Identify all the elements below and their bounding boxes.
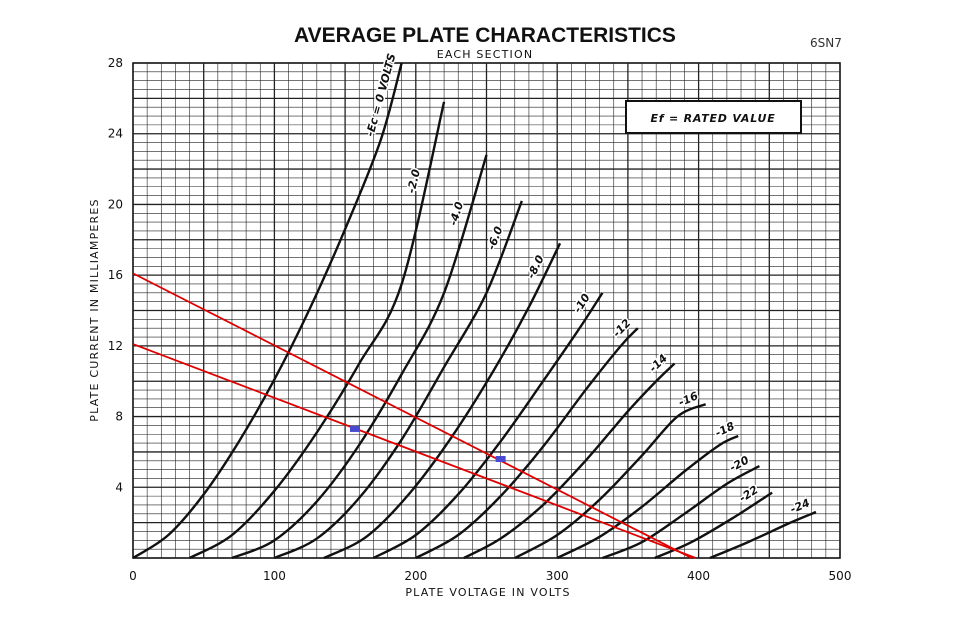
- curve-12: [709, 510, 817, 560]
- y-tick-label-0: 4: [115, 480, 123, 494]
- curve-1: [188, 101, 446, 560]
- curve-2: [231, 154, 488, 560]
- operating-point-0: [349, 425, 360, 432]
- annotation-box: Ef = RATED VALUE: [625, 100, 802, 134]
- x-tick-label-3: 300: [546, 569, 569, 583]
- tube-id-label: 6SN7: [810, 36, 842, 50]
- x-tick-label-2: 200: [404, 569, 427, 583]
- y-tick-label-1: 8: [115, 410, 123, 424]
- curve-4: [323, 242, 562, 560]
- curve-5: [372, 292, 604, 560]
- load-line-0: [132, 272, 692, 559]
- chart-subtitle: EACH SECTION: [437, 48, 534, 61]
- curve-7: [463, 362, 676, 560]
- curve-11: [654, 491, 773, 560]
- x-tick-label-1: 100: [263, 569, 286, 583]
- y-tick-label-4: 20: [108, 197, 123, 211]
- y-tick-label-3: 16: [108, 268, 123, 282]
- y-tick-label-6: 28: [108, 56, 123, 70]
- curve-8: [514, 403, 707, 560]
- x-axis-label: PLATE VOLTAGE IN VOLTS: [405, 586, 570, 599]
- y-tick-label-5: 24: [108, 127, 123, 141]
- characteristic-curves: [132, 62, 817, 560]
- chart-title: AVERAGE PLATE CHARACTERISTICS: [294, 24, 676, 47]
- load-line-1: [132, 343, 697, 559]
- x-tick-label-0: 0: [129, 569, 137, 583]
- load-lines: [132, 272, 697, 559]
- x-tick-label-5: 500: [829, 569, 852, 583]
- x-tick-label-4: 400: [687, 569, 710, 583]
- y-axis-label: PLATE CURRENT IN MILLIAMPERES: [88, 198, 101, 421]
- annotation-box-text: Ef = RATED VALUE: [650, 112, 775, 125]
- curve-3: [273, 200, 523, 560]
- chart-grid: [132, 62, 841, 559]
- y-tick-label-2: 12: [108, 339, 123, 353]
- curve-6: [415, 327, 639, 560]
- operating-points: [349, 425, 506, 462]
- axis-ticks: 0 100 200 300 400 500 4 8 12 16 20 24 28: [108, 56, 852, 583]
- curve-0: [132, 62, 403, 560]
- curve-9: [556, 434, 739, 560]
- operating-point-1: [495, 456, 506, 462]
- curve-10: [602, 465, 760, 560]
